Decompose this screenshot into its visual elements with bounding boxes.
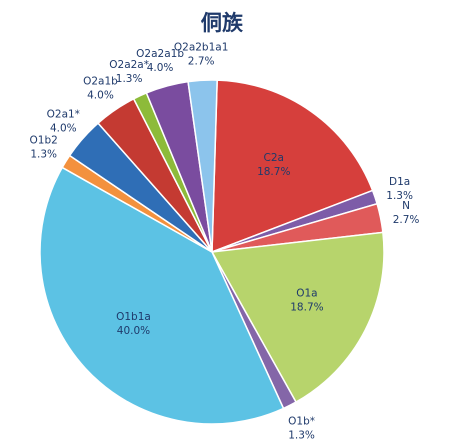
value-label: 1.3% — [386, 190, 413, 202]
value-label: 1.3% — [288, 430, 315, 442]
slice-label: O2a2a1b — [136, 48, 184, 60]
slice-label: O1a — [296, 288, 317, 300]
slice-label: O1b* — [288, 416, 315, 428]
value-label: 1.3% — [30, 149, 57, 161]
value-label: 18.7% — [257, 166, 290, 178]
value-label: 40.0% — [117, 325, 150, 337]
pie-slice — [187, 79, 218, 253]
value-label: 4.0% — [50, 122, 77, 134]
slice-label: O2a2a* — [109, 59, 149, 71]
value-label: 2.7% — [188, 55, 215, 67]
slice-label: O2a2b1a1 — [174, 41, 229, 53]
slice-label: O1b2 — [30, 135, 58, 147]
pie-slice — [211, 79, 374, 254]
value-label: 2.7% — [393, 214, 420, 226]
value-label: 4.0% — [87, 89, 114, 101]
slice-label: D1a — [389, 176, 410, 188]
value-label: 1.3% — [116, 73, 143, 85]
slice-label: O2a1* — [47, 108, 80, 120]
pie-slice — [210, 231, 385, 404]
slice-label: N — [402, 200, 410, 212]
slice-label: O2a1b — [83, 75, 118, 87]
value-label: 4.0% — [147, 62, 174, 74]
slice-label: O1b1a — [116, 311, 151, 323]
value-label: 18.7% — [290, 302, 323, 314]
slice-label: C2a — [264, 152, 284, 164]
pie-slice — [39, 166, 285, 425]
chart-title: 侗族 — [200, 11, 244, 35]
